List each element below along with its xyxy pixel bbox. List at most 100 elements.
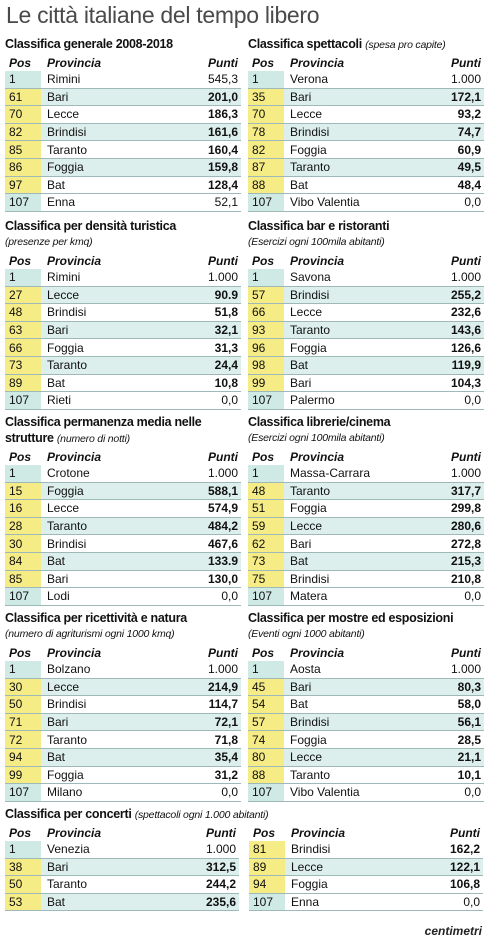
table-row: 70 Lecce 186,3 — [5, 106, 241, 124]
ranking-table: Classifica per concerti (spettacoli ogni… — [5, 806, 483, 912]
rank: 61 — [5, 88, 41, 106]
province: Massa-Carrara — [290, 466, 371, 481]
rank: 38 — [5, 858, 41, 876]
rank: 87 — [248, 158, 284, 176]
score: 52,1 — [214, 195, 238, 210]
table-row: 74 Foggia 28,5 — [248, 731, 484, 749]
province: Brindisi — [47, 125, 87, 140]
province: Aosta — [290, 662, 321, 677]
column-label: Punti — [451, 55, 481, 70]
column-label: Punti — [451, 449, 481, 464]
ranking-table: Classifica bar e ristoranti (Esercizi og… — [248, 218, 484, 410]
score: 122,1 — [449, 859, 480, 874]
table-row: 1 Rimini 545,3 — [5, 71, 241, 89]
rank: 45 — [248, 678, 284, 696]
rank: 62 — [248, 535, 284, 552]
column-label: Provincia — [47, 645, 102, 660]
column-label: Provincia — [47, 253, 102, 268]
score: 484,2 — [207, 519, 238, 534]
table-subtitle: (Eventi ogni 1000 abitanti) — [248, 628, 365, 640]
ranking-table: Classifica generale 2008-2018 Pos Provinci… — [5, 36, 241, 212]
score: 128,4 — [207, 177, 238, 192]
province: Milano — [47, 785, 83, 800]
rank: 107 — [5, 784, 41, 801]
table-row: 50 Brindisi 114,7 — [5, 696, 241, 714]
province: Lecce — [290, 519, 323, 534]
table-row: 80 Lecce 21,1 — [248, 748, 484, 767]
score: 244,2 — [205, 877, 236, 892]
column-label: Provincia — [47, 449, 102, 464]
column-label: Pos — [253, 825, 276, 840]
rank: 80 — [248, 748, 284, 766]
table-row: 88 Taranto 10,1 — [248, 766, 484, 785]
column-header: Pos Provincia Punti — [5, 252, 241, 269]
province: Rimini — [47, 72, 81, 87]
score: 1.000 — [207, 466, 238, 481]
rank: 82 — [248, 141, 284, 158]
rank: 78 — [248, 123, 284, 141]
province: Venezia — [47, 842, 90, 857]
province: Bat — [290, 554, 309, 569]
province: Foggia — [47, 483, 84, 498]
score: 162,2 — [449, 842, 480, 857]
province: Brindisi — [47, 305, 87, 320]
score: 56,1 — [457, 715, 481, 730]
province: Taranto — [47, 732, 88, 747]
table-row: 1 Crotone 1.000 — [5, 465, 241, 483]
table-row: 1 Bolzano 1.000 — [5, 661, 241, 679]
table-row: 94 Bat 35,4 — [5, 748, 241, 767]
score: 299,8 — [450, 501, 481, 516]
score: 24,4 — [214, 358, 238, 373]
column-header: Pos Provincia Punti — [248, 252, 484, 269]
table-row: 61 Bari 201,0 — [5, 88, 241, 107]
rank: 72 — [5, 731, 41, 748]
rank: 30 — [5, 678, 41, 696]
province: Palermo — [290, 393, 335, 408]
rank: 74 — [248, 731, 284, 748]
score: 215,3 — [450, 554, 481, 569]
score: 312,5 — [205, 859, 236, 874]
province: Taranto — [290, 323, 331, 338]
score: 31,2 — [214, 767, 238, 782]
score: 1.000 — [207, 270, 238, 285]
table-title: Classifica per concerti (spettacoli ogni… — [5, 806, 483, 824]
ranking-table: Classifica librerie/cinema (Esercizi ogn… — [248, 414, 484, 606]
rank: 85 — [5, 141, 41, 158]
rank: 107 — [5, 194, 41, 211]
table-title: Classifica bar e ristoranti (Esercizi og… — [248, 218, 484, 252]
rank: 73 — [248, 552, 284, 570]
table-row: 54 Bat 58,0 — [248, 696, 484, 714]
province: Bat — [47, 750, 66, 765]
province: Bari — [290, 89, 312, 104]
score: 0,0 — [463, 895, 480, 910]
column-label: Punti — [206, 825, 236, 840]
score: 172,1 — [450, 89, 481, 104]
province: Brindisi — [290, 571, 330, 586]
table-title-text: Classifica bar e ristoranti — [248, 219, 390, 233]
rank: 57 — [248, 713, 284, 731]
score: 272,8 — [450, 536, 481, 551]
score: 160,4 — [207, 142, 238, 157]
column-label: Provincia — [290, 55, 345, 70]
rank: 53 — [5, 893, 41, 911]
column-label: Punti — [451, 253, 481, 268]
table-row: 107 Enna 0,0 — [249, 893, 483, 912]
rank: 70 — [248, 106, 284, 123]
table-row: 107 Milano 0,0 — [5, 784, 241, 802]
column-label: Pos — [252, 449, 275, 464]
table-title-text: Classifica generale 2008-2018 — [5, 37, 173, 51]
table-row: 15 Foggia 588,1 — [5, 482, 241, 501]
rank: 1 — [248, 661, 284, 678]
province: Foggia — [290, 501, 327, 516]
province: Taranto — [290, 160, 331, 175]
table-title-text: Classifica librerie/cinema — [248, 415, 391, 429]
score: 80,3 — [457, 679, 481, 694]
table-row: 1 Rimini 1.000 — [5, 269, 241, 287]
ranking-table: Classifica spettacoli (spesa pro capite)… — [248, 36, 484, 212]
table-row: 1 Massa-Carrara 1.000 — [248, 465, 484, 483]
table-row: 1 Venezia 1.000 — [5, 841, 239, 859]
column-label: Pos — [9, 825, 32, 840]
column-label: Pos — [252, 253, 275, 268]
score: 130,0 — [207, 571, 238, 586]
